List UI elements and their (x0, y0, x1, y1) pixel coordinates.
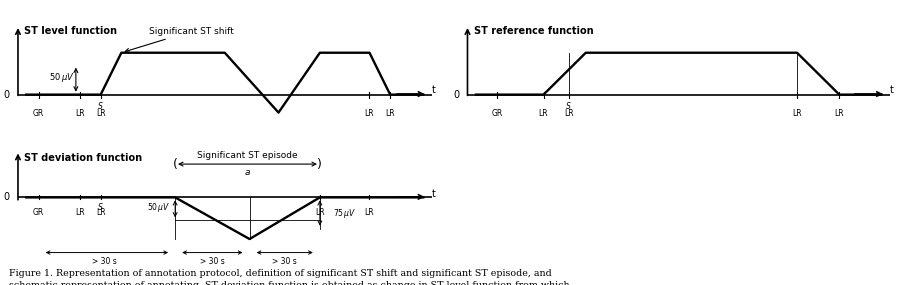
Text: ): ) (317, 158, 323, 171)
Text: GR: GR (492, 109, 503, 118)
Text: LR: LR (315, 208, 325, 217)
Text: $50\,\mu V$: $50\,\mu V$ (49, 71, 75, 84)
Text: LR: LR (96, 208, 105, 217)
Text: > 30 s: > 30 s (200, 257, 225, 266)
Text: LR: LR (539, 109, 548, 118)
Text: LR: LR (386, 109, 395, 118)
Text: t: t (890, 85, 894, 95)
Text: LR: LR (365, 109, 374, 118)
Text: LR: LR (76, 208, 85, 217)
Text: Figure 1. Representation of annotation protocol, definition of significant ST sh: Figure 1. Representation of annotation p… (9, 269, 570, 285)
Text: GR: GR (33, 109, 44, 118)
Text: t: t (432, 85, 435, 95)
Text: (: ( (173, 158, 178, 171)
Text: $75\,\mu V$: $75\,\mu V$ (333, 207, 356, 219)
Text: LR: LR (96, 109, 105, 118)
Text: S: S (98, 102, 103, 111)
Text: Significant ST episode: Significant ST episode (197, 151, 298, 160)
Text: > 30 s: > 30 s (93, 257, 117, 266)
Text: a: a (245, 168, 250, 177)
Text: ST deviation function: ST deviation function (24, 153, 142, 163)
Text: ST level function: ST level function (24, 27, 117, 36)
Text: GR: GR (33, 208, 44, 217)
Text: $50\,\mu V$: $50\,\mu V$ (147, 201, 170, 214)
Text: LR: LR (76, 109, 85, 118)
Text: LR: LR (792, 109, 802, 118)
Text: S: S (566, 102, 572, 111)
Text: Significant ST shift: Significant ST shift (125, 27, 234, 52)
Text: ST reference function: ST reference function (474, 27, 593, 36)
Text: LR: LR (834, 109, 844, 118)
Text: 0: 0 (4, 89, 10, 100)
Text: t: t (432, 189, 435, 199)
Text: 0: 0 (453, 89, 459, 100)
Text: LR: LR (365, 208, 374, 217)
Text: 0: 0 (4, 192, 10, 202)
Text: LR: LR (564, 109, 574, 118)
Text: S: S (98, 203, 103, 211)
Text: > 30 s: > 30 s (272, 257, 297, 266)
